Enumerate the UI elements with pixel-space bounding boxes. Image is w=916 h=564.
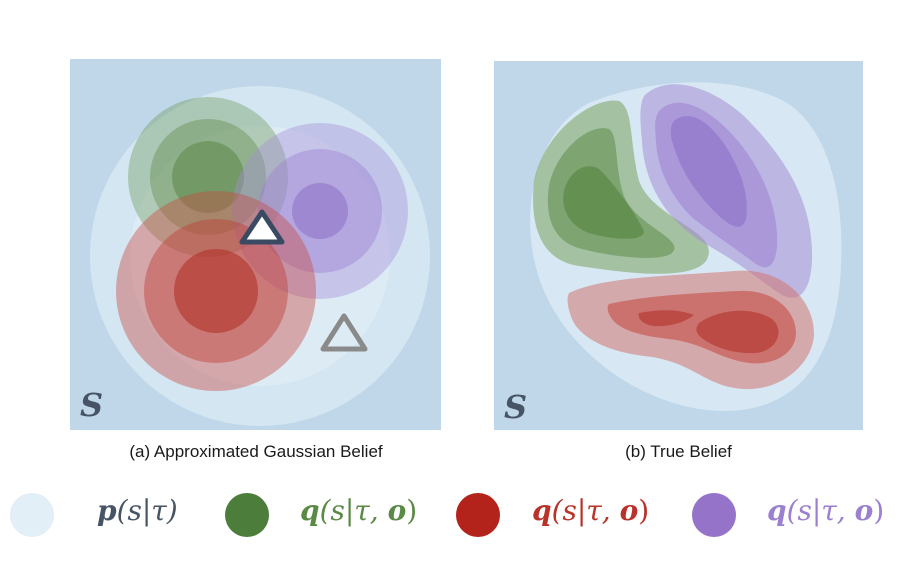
state-space-label: S xyxy=(504,388,527,426)
state-space-label: S xyxy=(80,386,103,424)
legend: p(s|τ) q(s|τ, o) q(s|τ, o) q(s|τ, o) xyxy=(10,487,910,543)
green-blob xyxy=(533,100,709,274)
purple-blob xyxy=(640,84,813,298)
legend-swatch-prior xyxy=(10,493,54,537)
caption-true-belief: (b) True Belief xyxy=(625,442,732,461)
caption-approx-gaussian: (a) Approximated Gaussian Belief xyxy=(129,442,383,461)
panel-approx-gaussian: S xyxy=(70,59,441,430)
red-blob xyxy=(567,270,814,390)
legend-swatch-green xyxy=(225,493,269,537)
legend-label-green: q(s|τ, o) xyxy=(300,494,418,527)
legend-label-purple: q(s|τ, o) xyxy=(767,494,885,527)
panel-true-belief: S xyxy=(494,61,863,430)
state-marker-triangle-gray xyxy=(320,313,368,352)
legend-label-red: q(s|τ, o) xyxy=(532,494,650,527)
green-gaussian xyxy=(128,97,288,257)
legend-swatch-purple xyxy=(692,493,736,537)
state-marker-triangle-dark xyxy=(239,209,285,245)
prior-region-outer xyxy=(90,86,430,426)
legend-label-prior: p(s|τ) xyxy=(97,494,178,527)
purple-gaussian xyxy=(232,123,408,299)
true-belief-figure: S xyxy=(494,61,863,430)
red-gaussian xyxy=(116,191,316,391)
approx-belief-figure: S xyxy=(70,59,441,430)
legend-swatch-red xyxy=(456,493,500,537)
